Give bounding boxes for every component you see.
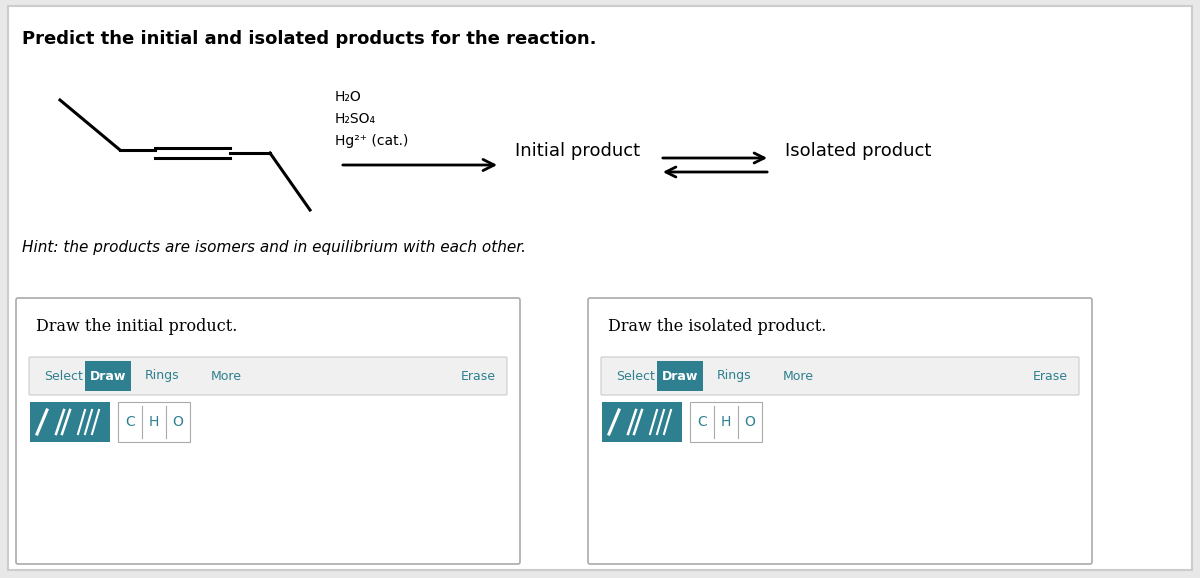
Text: Draw the isolated product.: Draw the isolated product. — [608, 318, 827, 335]
Text: H: H — [149, 415, 160, 429]
Bar — [690, 402, 762, 442]
Text: Erase: Erase — [1033, 369, 1068, 383]
Text: Draw: Draw — [662, 369, 698, 383]
Text: O: O — [744, 415, 756, 429]
Text: Hg²⁺ (cat.): Hg²⁺ (cat.) — [335, 134, 408, 148]
Text: Predict the initial and isolated products for the reaction.: Predict the initial and isolated product… — [22, 30, 596, 48]
FancyBboxPatch shape — [601, 357, 1079, 395]
Bar — [602, 402, 682, 442]
Bar — [85, 361, 131, 391]
Text: Hint: the products are isomers and in equilibrium with each other.: Hint: the products are isomers and in eq… — [22, 240, 526, 255]
Text: More: More — [211, 369, 242, 383]
Text: Select: Select — [616, 369, 655, 383]
Text: More: More — [784, 369, 814, 383]
Text: C: C — [697, 415, 707, 429]
Text: C: C — [125, 415, 134, 429]
Text: Initial product: Initial product — [515, 142, 640, 160]
Text: Rings: Rings — [145, 369, 180, 383]
Text: O: O — [173, 415, 184, 429]
Text: H: H — [721, 415, 731, 429]
Text: H₂O: H₂O — [335, 90, 361, 104]
Text: Rings: Rings — [718, 369, 751, 383]
Text: Select: Select — [44, 369, 83, 383]
Text: Draw: Draw — [90, 369, 126, 383]
Text: Isolated product: Isolated product — [785, 142, 931, 160]
FancyBboxPatch shape — [588, 298, 1092, 564]
Text: Erase: Erase — [461, 369, 496, 383]
FancyBboxPatch shape — [16, 298, 520, 564]
Bar — [118, 402, 190, 442]
FancyBboxPatch shape — [29, 357, 508, 395]
Bar — [658, 361, 703, 391]
Text: Draw the initial product.: Draw the initial product. — [36, 318, 238, 335]
Text: H₂SO₄: H₂SO₄ — [335, 112, 376, 126]
Bar — [30, 402, 110, 442]
